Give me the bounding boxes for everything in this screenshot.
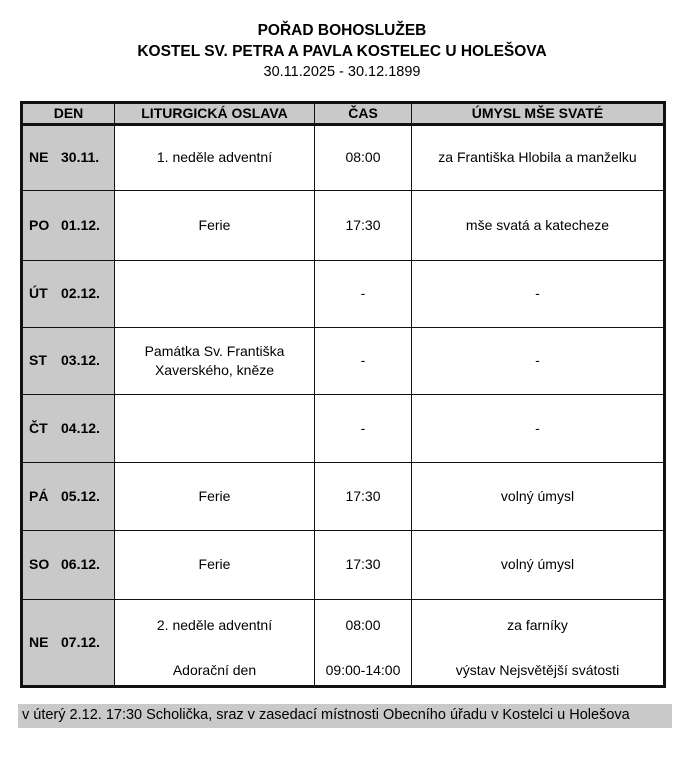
day-cell: ÚT 02.12. xyxy=(21,259,115,328)
day-abbrev: NE xyxy=(29,149,49,165)
table-row: NE 30.11. 1. neděle adventní 08:00 za Fra… xyxy=(21,123,665,191)
intention-cell: - xyxy=(411,393,665,463)
day-abbrev: ÚT xyxy=(29,285,48,301)
table-row: PO 01.12. Ferie 17:30 mše svatá a kateche… xyxy=(21,189,665,261)
intention-cell: - xyxy=(411,326,665,395)
intention-secondary: výstav Nejsvětější svátosti xyxy=(455,662,620,678)
date-range: 30.11.2025 - 30.12.1899 xyxy=(263,64,421,80)
table-header-row: DEN LITURGICKÁ OSLAVA ČAS ÚMYSL MŠE SVAT… xyxy=(21,101,665,126)
time-primary: 08:00 xyxy=(345,617,381,633)
liturgy-primary: 2. neděle adventní xyxy=(156,617,273,633)
liturgy-cell xyxy=(114,259,315,328)
time-cell: 17:30 xyxy=(314,529,412,600)
day-abbrev: SO xyxy=(29,556,50,572)
day-abbrev: NE xyxy=(29,633,49,650)
intention-cell: mše svatá a katecheze xyxy=(411,189,665,261)
intention-primary: za farníky xyxy=(507,617,568,633)
day-cell: PÁ 05.12. xyxy=(21,461,115,531)
liturgy-cell: Ferie xyxy=(114,189,315,261)
table-row: NE 07.12. 2. neděle adventní Adorační den… xyxy=(21,598,665,687)
time-cell: 17:30 xyxy=(314,461,412,531)
day-date: 30.11. xyxy=(61,149,100,165)
day-date: 06.12. xyxy=(61,556,100,572)
day-cell: ČT 04.12. xyxy=(21,393,115,463)
time-cell: 08:00 xyxy=(314,123,412,191)
day-cell: NE 07.12. xyxy=(21,598,115,687)
church-name: KOSTEL SV. PETRA A PAVLA KOSTELEC U HOLE… xyxy=(137,42,547,60)
day-abbrev: ST xyxy=(29,352,47,368)
intention-cell: za farníky výstav Nejsvětější svátosti xyxy=(411,598,665,687)
day-abbrev: PO xyxy=(29,216,50,233)
time-cell: - xyxy=(314,326,412,395)
day-date: 01.12. xyxy=(61,216,100,233)
day-date: 02.12. xyxy=(61,285,100,301)
day-cell: PO 01.12. xyxy=(21,189,115,261)
schedule-table: DEN LITURGICKÁ OSLAVA ČAS ÚMYSL MŠE SVAT… xyxy=(20,100,666,688)
intention-cell: za Františka Hlobila a manželku xyxy=(411,123,665,191)
table-row: PÁ 05.12. Ferie 17:30 volný úmysl xyxy=(21,461,665,531)
time-cell: - xyxy=(314,393,412,463)
day-date: 03.12. xyxy=(61,352,100,368)
day-cell: ST 03.12. xyxy=(21,326,115,395)
day-abbrev: PÁ xyxy=(29,487,49,504)
time-cell: 08:00 09:00-14:00 xyxy=(314,598,412,687)
intention-cell: volný úmysl xyxy=(411,529,665,600)
intention-cell: - xyxy=(411,259,665,328)
column-header-day: DEN xyxy=(21,101,115,126)
day-cell: SO 06.12. xyxy=(21,529,115,600)
liturgy-cell: Památka Sv. Františka Xaverského, kněze xyxy=(114,326,315,395)
day-date: 07.12. xyxy=(61,633,100,650)
column-header-time: ČAS xyxy=(314,101,412,126)
day-abbrev: ČT xyxy=(29,419,48,436)
column-header-liturgy: LITURGICKÁ OSLAVA xyxy=(114,101,315,126)
table-row: ÚT 02.12. - - xyxy=(21,259,665,328)
liturgy-cell xyxy=(114,393,315,463)
day-date: 05.12. xyxy=(61,487,100,504)
page-title: POŘAD BOHOSLUŽEB xyxy=(257,22,427,39)
liturgy-cell: Ferie xyxy=(114,461,315,531)
footer-note: v úterý 2.12. 17:30 Scholička, sraz v za… xyxy=(18,703,672,728)
time-cell: - xyxy=(314,259,412,328)
day-date: 04.12. xyxy=(61,419,100,436)
liturgy-cell: Ferie xyxy=(114,529,315,600)
table-row: ČT 04.12. - - xyxy=(21,393,665,463)
time-cell: 17:30 xyxy=(314,189,412,261)
liturgy-cell: 2. neděle adventní Adorační den xyxy=(114,598,315,687)
document-page: POŘAD BOHOSLUŽEB KOSTEL SV. PETRA A PAVL… xyxy=(0,0,684,728)
column-header-intention: ÚMYSL MŠE SVATÉ xyxy=(411,101,665,126)
table-row: ST 03.12. Památka Sv. Františka Xaverskéh… xyxy=(21,326,665,395)
liturgy-secondary: Adorační den xyxy=(172,662,257,678)
liturgy-cell: 1. neděle adventní xyxy=(114,123,315,191)
table-row: SO 06.12. Ferie 17:30 volný úmysl xyxy=(21,529,665,600)
time-secondary: 09:00-14:00 xyxy=(325,662,401,678)
day-cell: NE 30.11. xyxy=(21,123,115,191)
document-header: POŘAD BOHOSLUŽEB KOSTEL SV. PETRA A PAVL… xyxy=(0,0,684,83)
intention-cell: volný úmysl xyxy=(411,461,665,531)
